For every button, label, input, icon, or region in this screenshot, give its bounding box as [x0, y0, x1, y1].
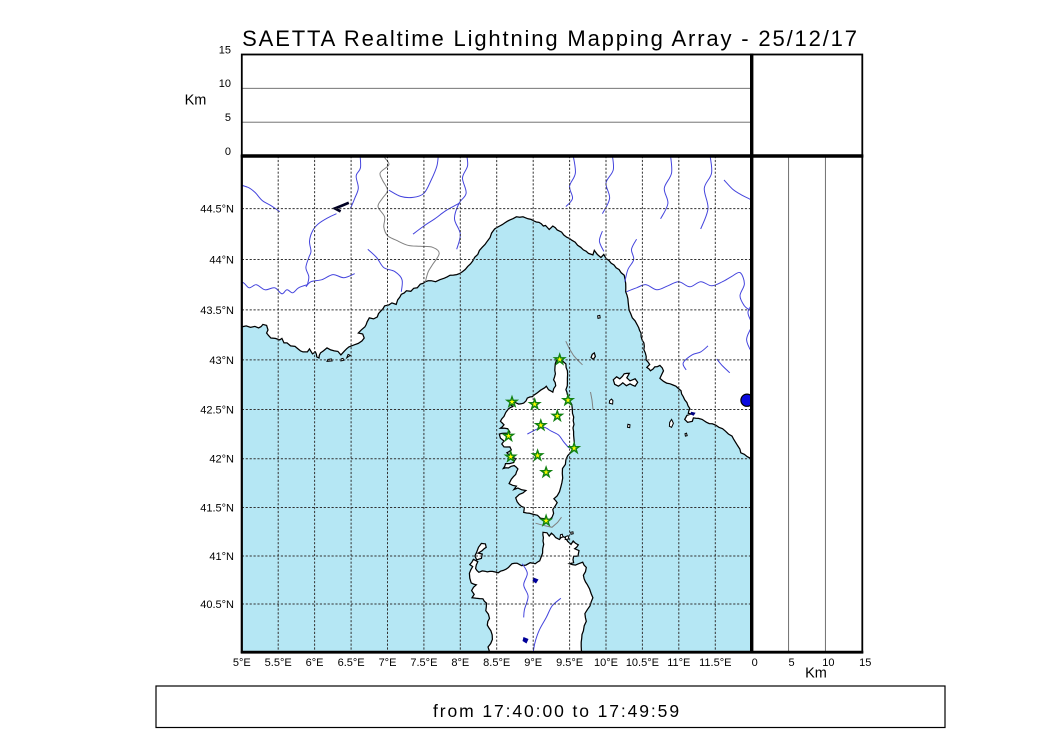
svg-text:11.5°E: 11.5°E [699, 657, 731, 669]
svg-text:15: 15 [859, 657, 871, 669]
svg-text:7.5°E: 7.5°E [410, 657, 437, 669]
svg-text:41°N: 41°N [209, 551, 234, 563]
svg-text:41.5°N: 41.5°N [200, 502, 234, 514]
svg-text:44.5°N: 44.5°N [200, 204, 234, 216]
svg-text:10: 10 [219, 78, 231, 90]
svg-text:6°E: 6°E [306, 657, 324, 669]
svg-text:0: 0 [752, 657, 758, 669]
svg-text:SAETTA Realtime Lightning Mapp: SAETTA Realtime Lightning Mapping Array … [242, 26, 859, 51]
svg-text:9.5°E: 9.5°E [556, 657, 583, 669]
svg-text:5: 5 [225, 112, 231, 124]
svg-text:10: 10 [822, 657, 834, 669]
svg-text:42.5°N: 42.5°N [200, 404, 234, 416]
svg-text:11°E: 11°E [667, 657, 690, 669]
svg-text:0: 0 [225, 146, 231, 158]
svg-text:40.5°N: 40.5°N [200, 599, 234, 611]
svg-text:5: 5 [789, 657, 795, 669]
svg-text:15: 15 [219, 44, 231, 56]
svg-text:9°E: 9°E [524, 657, 542, 669]
svg-text:8°E: 8°E [451, 657, 469, 669]
svg-text:Km: Km [185, 93, 207, 109]
svg-text:5°E: 5°E [233, 657, 251, 669]
svg-text:10.5°E: 10.5°E [626, 657, 659, 669]
svg-text:6.5°E: 6.5°E [338, 657, 365, 669]
svg-text:43°N: 43°N [209, 355, 234, 367]
svg-text:42°N: 42°N [209, 454, 234, 466]
svg-text:10°E: 10°E [594, 657, 618, 669]
svg-text:44°N: 44°N [209, 254, 234, 266]
svg-text:43.5°N: 43.5°N [200, 305, 234, 317]
svg-text:8.5°E: 8.5°E [483, 657, 510, 669]
svg-text:Km: Km [805, 666, 827, 682]
svg-text:from 17:40:00 to 17:49:59: from 17:40:00 to 17:49:59 [433, 701, 681, 721]
svg-text:5.5°E: 5.5°E [265, 657, 292, 669]
svg-text:7°E: 7°E [379, 657, 397, 669]
